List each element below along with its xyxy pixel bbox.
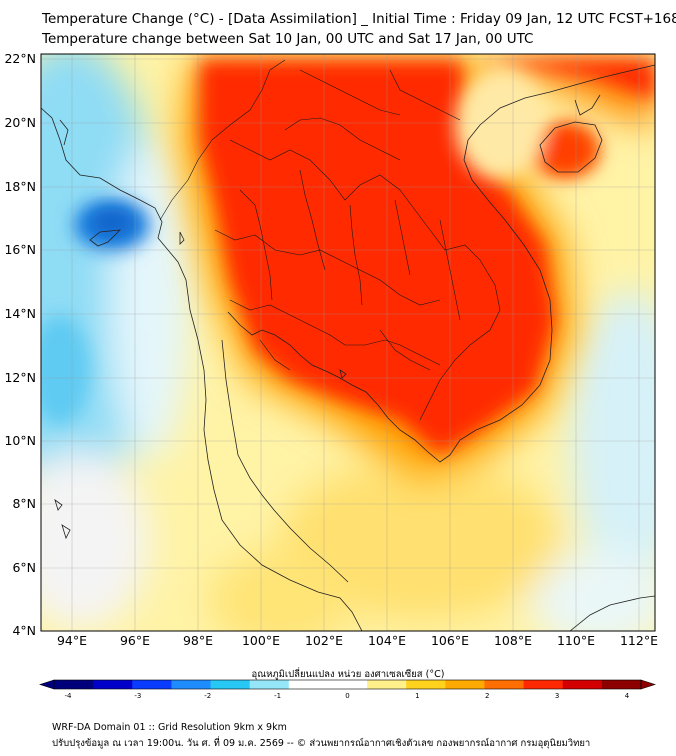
province-borders <box>159 59 501 421</box>
colorbar-swatch <box>445 680 485 689</box>
colorbar-swatch <box>288 680 329 689</box>
footer-model-info: WRF-DA Domain 01 :: Grid Resolution 9km … <box>52 722 287 733</box>
colorbar-swatch <box>210 680 251 689</box>
lon-label: 94°E <box>57 633 87 648</box>
lat-label: 12°N <box>4 370 36 385</box>
colorbar-frame <box>53 679 642 690</box>
temperature-field <box>41 54 655 631</box>
colorbar-tick-label: -3 <box>134 692 141 700</box>
colorbar-label: อุณหภูมิเปลี่ยนแปลง หน่วย องศาเซลเซียส (… <box>252 667 445 680</box>
lon-label: 108°E <box>494 633 532 648</box>
lon-label: 112°E <box>620 633 658 648</box>
lat-label: 16°N <box>4 242 36 257</box>
colorbar-arrow-min <box>39 679 55 690</box>
colorbar-tick-label: -1 <box>274 692 281 700</box>
coastlines <box>41 64 655 631</box>
colorbar <box>39 679 656 690</box>
map-title: Temperature Change (°C) - [Data Assimila… <box>42 11 676 27</box>
lat-label: 4°N <box>12 623 36 638</box>
colorbar-swatch <box>327 680 368 689</box>
lon-label: 106°E <box>431 633 469 648</box>
lat-label: 18°N <box>4 179 36 194</box>
lon-label: 102°E <box>305 633 343 648</box>
colorbar-swatch <box>523 680 564 689</box>
colorbar-swatch <box>601 680 642 689</box>
colorbar-tick-label: 4 <box>625 692 630 700</box>
colorbar-tick-label: -4 <box>65 692 73 700</box>
lat-label: 20°N <box>4 115 36 130</box>
longitude-labels: 94°E 96°E 98°E 100°E 102°E 104°E 106°E 1… <box>57 633 658 648</box>
lat-label: 8°N <box>12 496 36 511</box>
colorbar-arrow-max <box>640 679 656 690</box>
lat-label: 22°N <box>4 51 36 66</box>
colorbar-swatch <box>562 680 603 689</box>
footer-update-info: ปรับปรุงข้อมูล ณ เวลา 19:00น. วัน ศ. ที่… <box>52 738 591 749</box>
colorbar-tick-label: 2 <box>485 692 489 700</box>
lon-label: 96°E <box>120 633 150 648</box>
lon-label: 104°E <box>368 633 406 648</box>
colorbar-swatch <box>249 680 290 689</box>
colorbar-swatch <box>406 680 446 689</box>
colorbar-tick-label: 3 <box>555 692 559 700</box>
colorbar-swatch <box>367 680 407 689</box>
colorbar-swatch <box>132 680 172 689</box>
lat-label: 14°N <box>4 306 36 321</box>
lon-label: 110°E <box>557 633 595 648</box>
latitude-labels: 22°N 20°N 18°N 16°N 14°N 12°N 10°N 8°N 6… <box>4 51 36 638</box>
colorbar-ticks: -4 -3 -2 -1 0 1 2 3 4 <box>65 692 630 700</box>
colorbar-swatch <box>171 680 212 689</box>
colorbar-swatch <box>93 680 133 689</box>
colorbar-tick-label: -2 <box>204 692 211 700</box>
colorbar-tick-label: 1 <box>415 692 419 700</box>
lon-label: 98°E <box>183 633 213 648</box>
colorbar-swatch <box>484 680 525 689</box>
graticule <box>41 54 655 631</box>
lat-label: 10°N <box>4 433 36 448</box>
map-frame <box>40 53 656 632</box>
colorbar-swatch <box>54 680 94 689</box>
map-subtitle: Temperature change between Sat 10 Jan, 0… <box>42 31 534 47</box>
lon-label: 100°E <box>242 633 280 648</box>
lat-label: 6°N <box>12 560 36 575</box>
colorbar-tick-label: 0 <box>345 692 349 700</box>
